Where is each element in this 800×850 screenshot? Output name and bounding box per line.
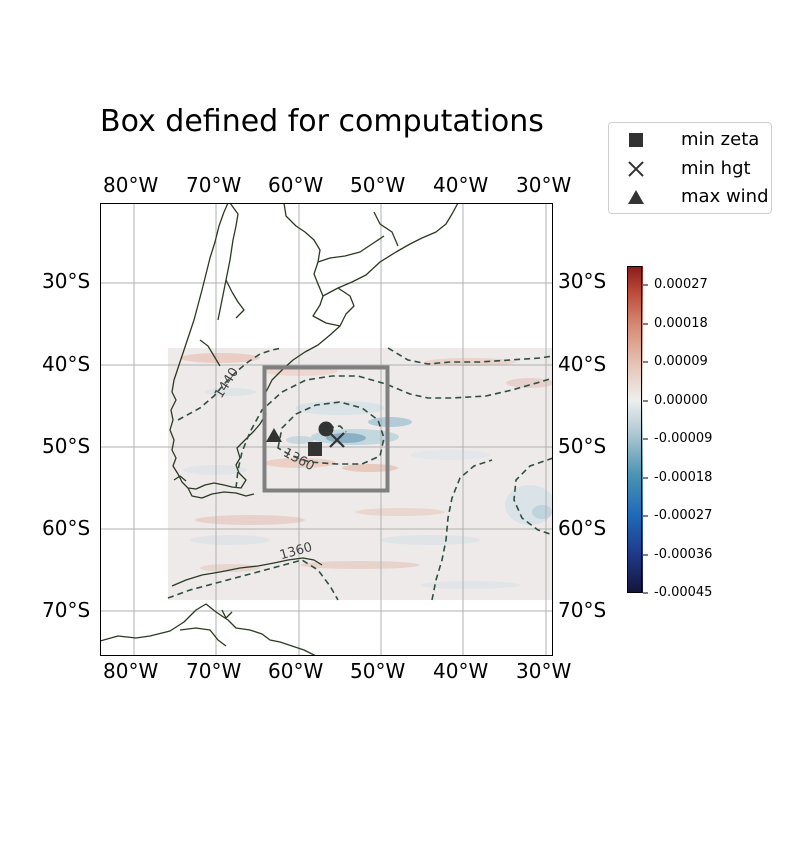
center-marker (318, 421, 334, 437)
colorbar-tick-label: 0.00018 (654, 316, 708, 331)
lat-tick-left: 60°S (42, 516, 91, 540)
lon-tick-bottom: 40°W (433, 659, 489, 683)
lon-tick-bottom: 60°W (268, 659, 324, 683)
lon-tick-top: 40°W (433, 173, 489, 197)
cross-icon (628, 161, 644, 177)
min-hgt-marker (329, 432, 345, 448)
colorbar-tick-label: -0.00027 (654, 508, 713, 523)
gridlines (100, 203, 553, 656)
lat-tick-left: 50°S (42, 434, 91, 458)
triangle-icon (628, 190, 644, 204)
lat-tick-left: 30°S (42, 269, 91, 293)
square-icon (629, 133, 643, 147)
lon-tick-top: 80°W (103, 173, 159, 197)
computation-box (262, 365, 390, 493)
max-wind-marker (266, 428, 282, 442)
lon-tick-top: 30°W (516, 173, 572, 197)
lon-tick-top: 50°W (350, 173, 406, 197)
map-title: Box defined for computations (100, 104, 544, 139)
colorbar-ticks (643, 284, 648, 594)
colorbar-tick-label: -0.00045 (654, 585, 713, 600)
lat-tick-left: 70°S (42, 598, 91, 622)
lat-tick-right: 50°S (558, 434, 607, 458)
lon-tick-top: 70°W (186, 173, 242, 197)
lat-tick-right: 40°S (558, 352, 607, 376)
colorbar-tick-label: 0.00009 (654, 354, 708, 369)
lat-tick-left: 40°S (42, 352, 91, 376)
min-zeta-marker (308, 442, 322, 456)
legend-item-min-hgt: min hgt (619, 156, 769, 182)
lon-tick-bottom: 50°W (350, 659, 406, 683)
lon-tick-bottom: 80°W (103, 659, 159, 683)
coastlines (100, 203, 459, 656)
legend-label: min hgt (681, 158, 751, 179)
colorbar-tick-label: -0.00018 (654, 470, 713, 485)
legend-item-max-wind: max wind (619, 184, 769, 210)
colorbar (627, 266, 642, 593)
lon-tick-top: 60°W (268, 173, 324, 197)
map-frame (100, 203, 553, 656)
colorbar-gradient (627, 266, 643, 593)
lat-tick-right: 70°S (558, 598, 607, 622)
colorbar-tick-label: 0.00027 (654, 277, 708, 292)
legend: min zeta min hgt max wind (608, 122, 772, 214)
lat-tick-right: 60°S (558, 516, 607, 540)
colorbar-tick-label: -0.00009 (654, 431, 713, 446)
lon-tick-bottom: 30°W (516, 659, 572, 683)
colorbar-tick-label: -0.00036 (654, 547, 713, 562)
colorbar-tick-label: 0.00000 (654, 393, 708, 408)
lat-tick-right: 30°S (558, 269, 607, 293)
legend-label: min zeta (681, 129, 760, 150)
legend-item-min-zeta: min zeta (619, 127, 769, 153)
legend-label: max wind (681, 186, 769, 207)
lon-tick-bottom: 70°W (186, 659, 242, 683)
hgt-contours (167, 347, 553, 601)
